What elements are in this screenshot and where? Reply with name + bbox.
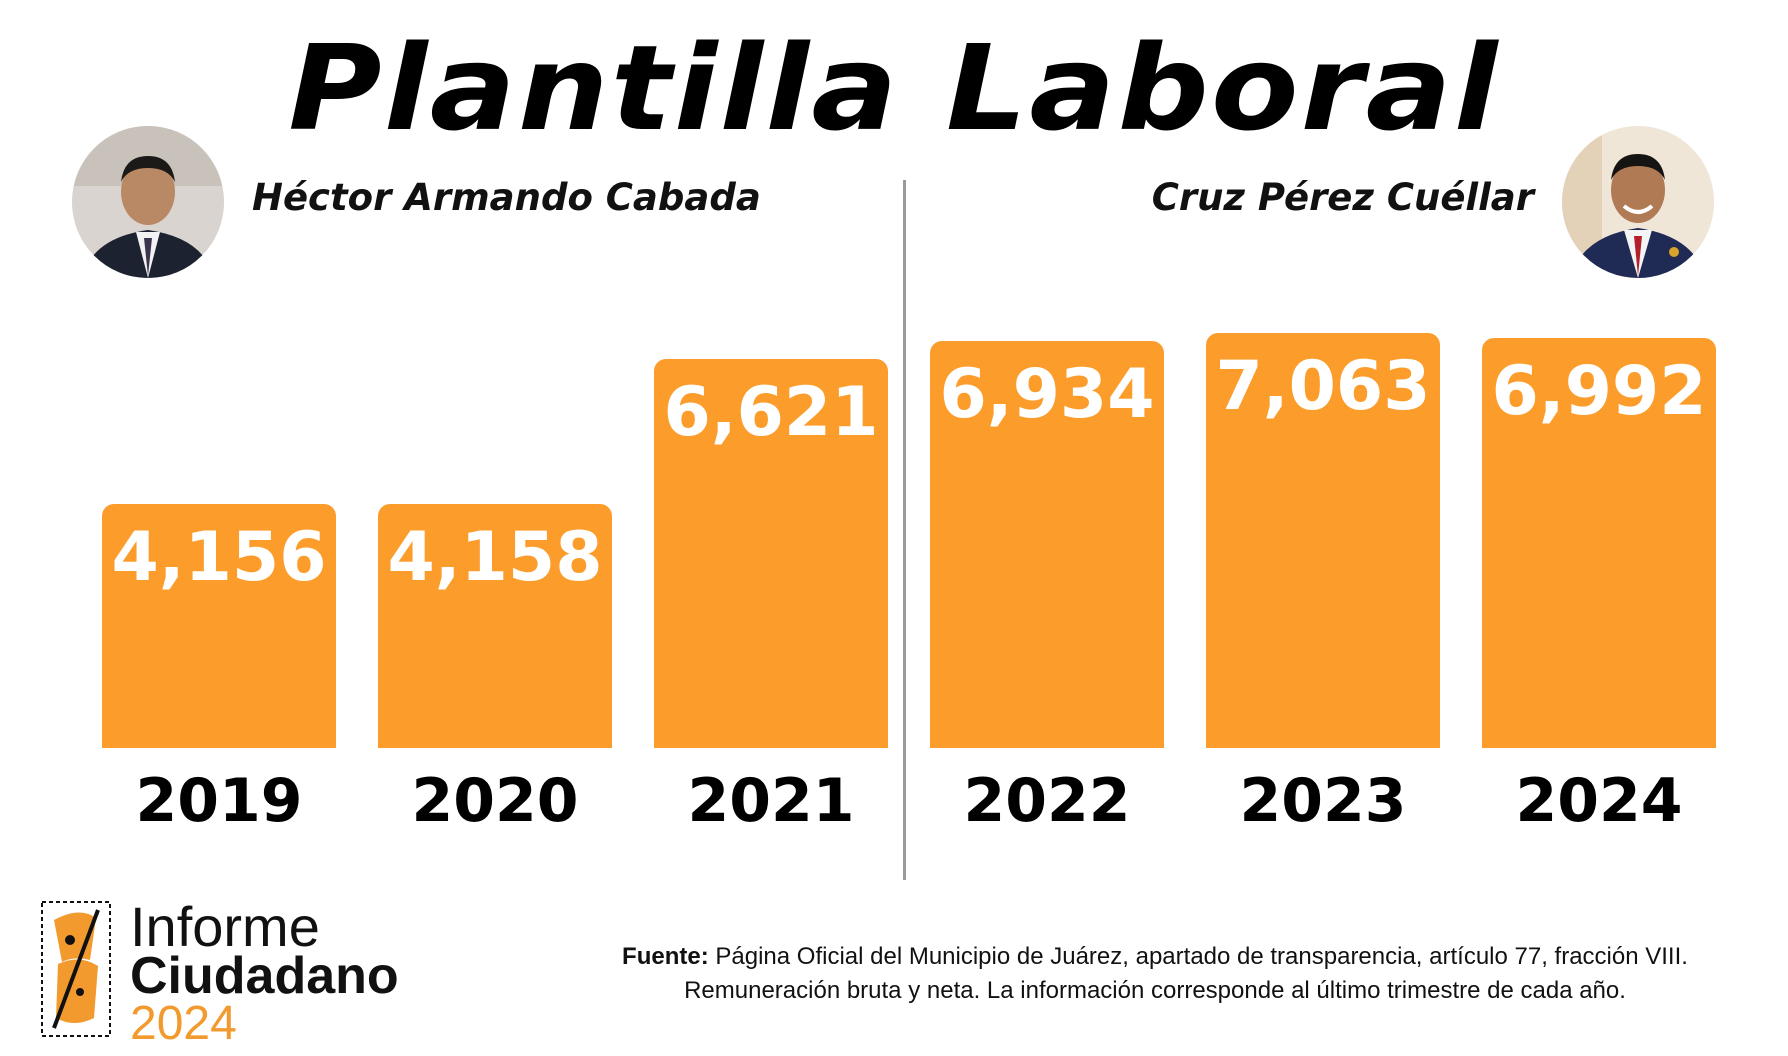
bar-2022 bbox=[930, 341, 1164, 748]
source-note: Fuente: Página Oficial del Municipio de … bbox=[560, 940, 1750, 1008]
year-label: 2019 bbox=[135, 766, 303, 836]
year-label: 2023 bbox=[1239, 766, 1407, 836]
person-name-left: Héctor Armando Cabada bbox=[252, 176, 761, 219]
bar-2019 bbox=[102, 504, 336, 748]
person-photo-icon bbox=[72, 126, 224, 278]
year-label: 2020 bbox=[411, 766, 579, 836]
bar-value-label: 4,156 bbox=[111, 518, 327, 597]
bar-2024 bbox=[1482, 338, 1716, 748]
bar-2021 bbox=[654, 359, 888, 748]
bar-value-label: 6,621 bbox=[663, 373, 879, 452]
informe-ciudadano-logo-icon bbox=[41, 901, 111, 1037]
avatar-right bbox=[1562, 126, 1714, 278]
source-label: Fuente: bbox=[622, 943, 709, 970]
bar-value-label: 6,992 bbox=[1491, 352, 1707, 431]
page-title: Plantilla Laboral bbox=[288, 19, 1500, 157]
logo-line-informe: Informe bbox=[130, 895, 320, 958]
group-divider bbox=[903, 180, 906, 880]
bar-2023 bbox=[1206, 333, 1440, 748]
avatar-left bbox=[72, 126, 224, 278]
bar-value-label: 4,158 bbox=[387, 518, 603, 597]
logo-line-year: 2024 bbox=[130, 997, 237, 1050]
year-label: 2021 bbox=[687, 766, 855, 836]
source-text-line2: Remuneración bruta y neta. La informació… bbox=[684, 977, 1626, 1004]
logo-line-ciudadano: Ciudadano bbox=[130, 947, 399, 1005]
source-text-line1: Página Oficial del Municipio de Juárez, … bbox=[708, 943, 1688, 970]
year-label: 2024 bbox=[1515, 766, 1683, 836]
person-photo-icon bbox=[1562, 126, 1714, 278]
bar-2020 bbox=[378, 504, 612, 748]
person-name-right: Cruz Pérez Cuéllar bbox=[1151, 176, 1534, 219]
bar-value-label: 7,063 bbox=[1215, 347, 1431, 426]
year-label: 2022 bbox=[963, 766, 1131, 836]
bar-value-label: 6,934 bbox=[939, 355, 1155, 434]
